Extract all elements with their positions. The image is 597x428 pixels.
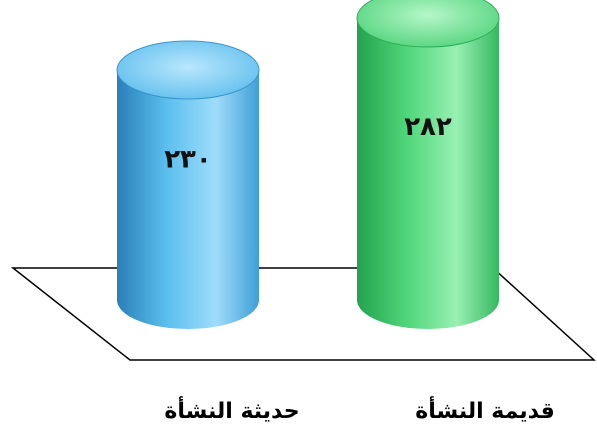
category-label: قديمة النشأة bbox=[415, 395, 555, 424]
bar-cylinder bbox=[357, 18, 499, 329]
chart-floor bbox=[10, 267, 596, 361]
category-labels: حديثة النشأة قديمة النشأة bbox=[164, 395, 554, 424]
bar-value-label: ٢٣٠ bbox=[164, 144, 212, 174]
bar-cap bbox=[356, 0, 500, 48]
bar-value-label: ٢٨٢ bbox=[404, 112, 452, 142]
category-label: حديثة النشأة bbox=[164, 395, 299, 424]
bars-group: ٢٣٠ ٢٨٢ bbox=[116, 0, 500, 329]
bar-cylinder bbox=[117, 70, 259, 329]
bar-cap bbox=[116, 40, 260, 100]
